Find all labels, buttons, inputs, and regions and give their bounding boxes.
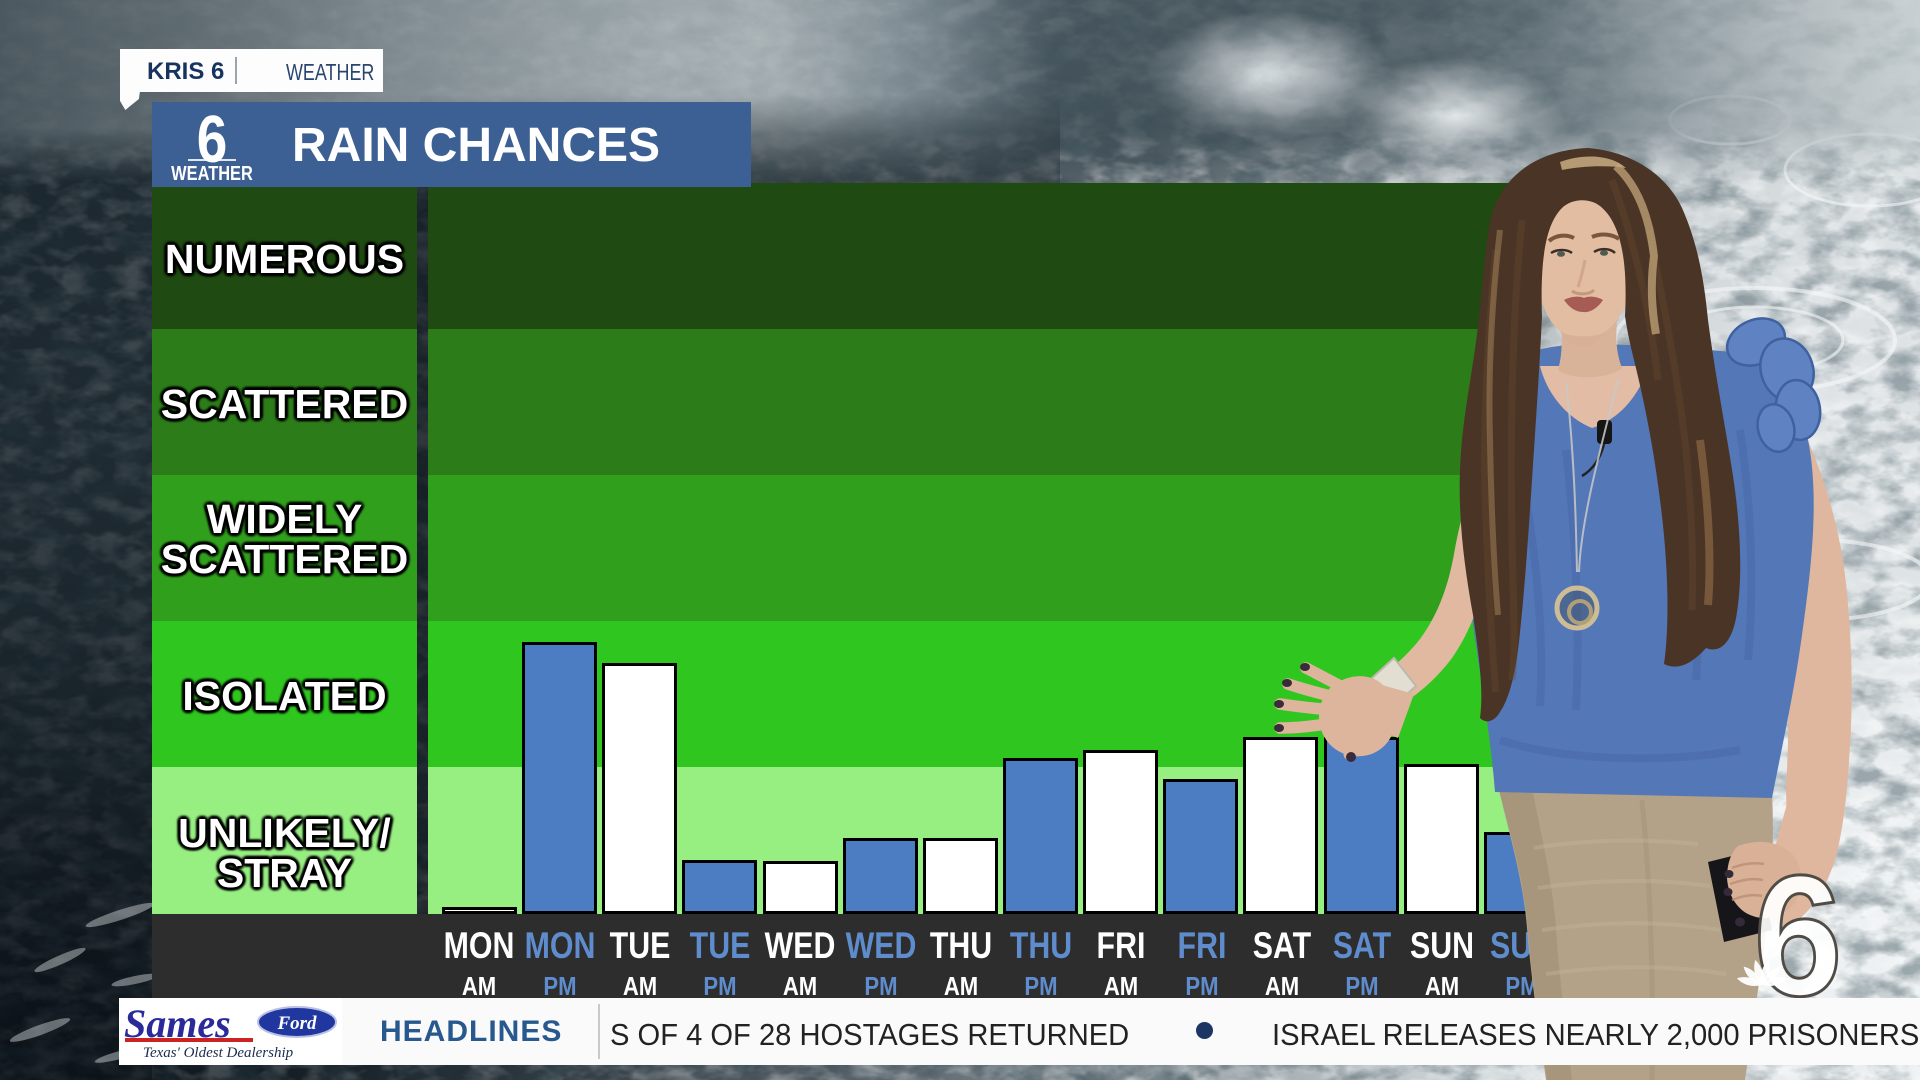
- svg-text:Ford: Ford: [276, 1013, 317, 1034]
